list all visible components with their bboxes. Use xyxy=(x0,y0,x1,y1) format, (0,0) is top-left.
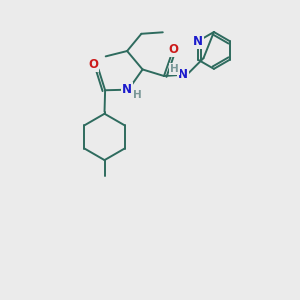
Text: H: H xyxy=(170,64,179,74)
Text: N: N xyxy=(193,35,203,48)
Text: O: O xyxy=(168,43,178,56)
Text: N: N xyxy=(122,83,132,96)
Text: N: N xyxy=(178,68,188,81)
Text: O: O xyxy=(88,58,98,70)
Text: H: H xyxy=(134,90,142,100)
